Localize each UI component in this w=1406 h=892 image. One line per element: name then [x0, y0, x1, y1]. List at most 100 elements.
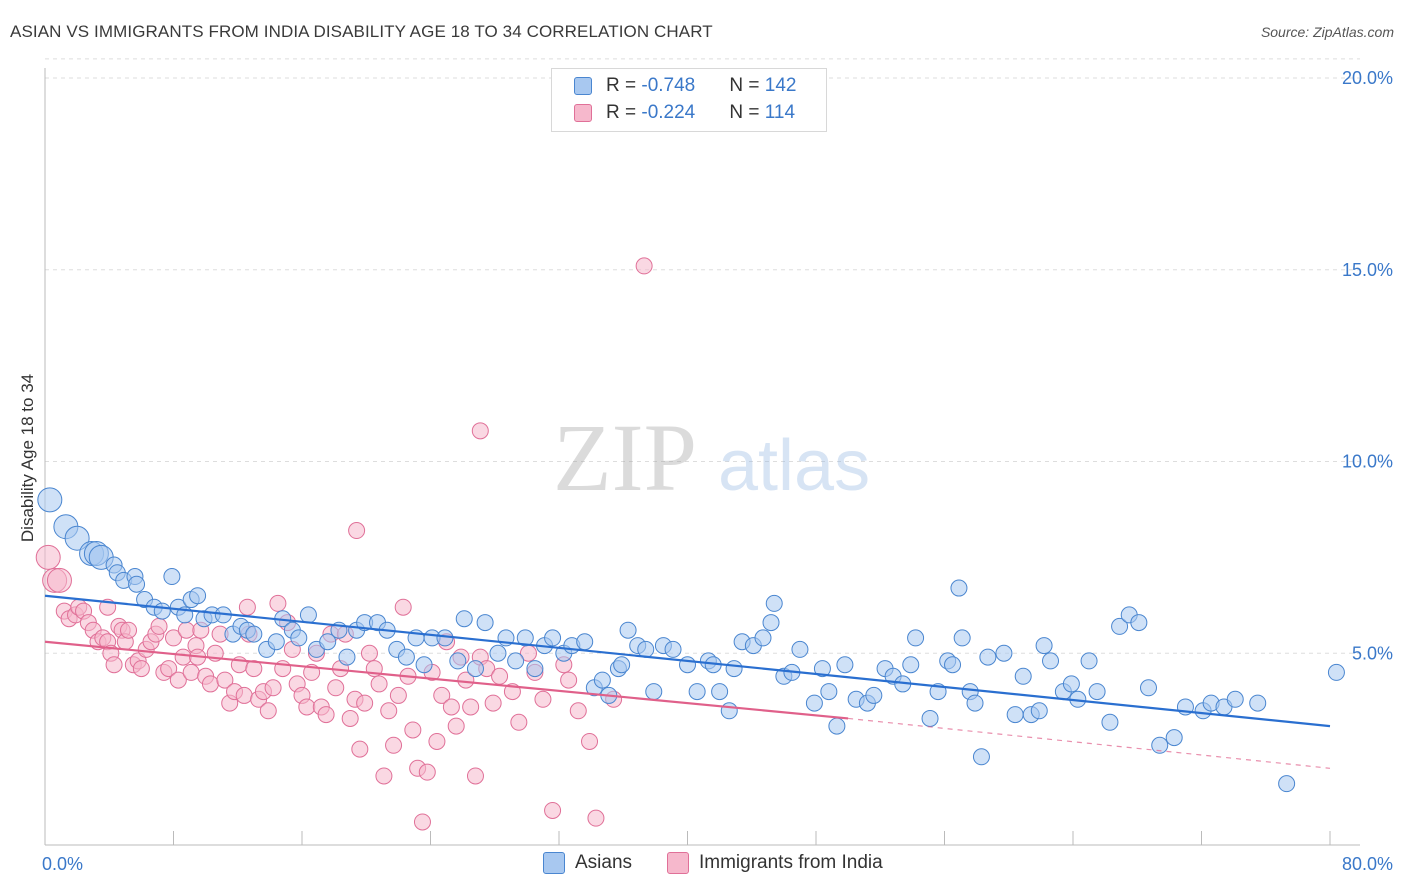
asian-point [1278, 775, 1296, 793]
india-trend-line [44, 640, 849, 720]
india-point [132, 660, 150, 678]
india-point [581, 732, 599, 750]
asian-point [290, 629, 308, 647]
asian-point [688, 683, 706, 701]
y-tick-label: 15.0% [1342, 260, 1393, 280]
asian-point [828, 717, 846, 735]
india-point [635, 257, 653, 275]
asian-point [1226, 690, 1244, 708]
asian-point [319, 633, 337, 651]
y-tick-label: 10.0% [1342, 452, 1393, 472]
grid-lines [45, 58, 1360, 654]
asian-point [921, 709, 939, 727]
asian-trend-line [44, 594, 1331, 728]
asian-point [950, 579, 968, 597]
asian-point [163, 568, 181, 586]
watermark-zip: ZIP [553, 404, 697, 511]
india-point [160, 660, 178, 678]
asian-point [338, 648, 356, 666]
bottom-legend-asians: Asians [543, 852, 632, 874]
y-axis-label: Disability Age 18 to 34 [18, 374, 37, 542]
asian-point [805, 694, 823, 712]
legend-row-india: R = -0.224 N = 114 [574, 100, 795, 126]
source-label: Source: ZipAtlas.com [1260, 24, 1394, 40]
asian-point [1006, 706, 1024, 724]
asian-point [836, 656, 854, 674]
india-point [394, 598, 412, 616]
asian-point [791, 640, 809, 658]
asian-point [1111, 617, 1129, 635]
india-point [569, 702, 587, 720]
x-tick-label: 0.0% [42, 854, 83, 874]
asian-point [813, 660, 831, 678]
watermark-atlas: atlas [718, 426, 870, 506]
asian-point [1327, 663, 1345, 681]
legend-swatch-asians [574, 77, 592, 95]
asian-point [1062, 675, 1080, 693]
india-point [177, 621, 195, 639]
asian-point [1042, 652, 1060, 670]
asian-point [299, 606, 317, 624]
india-point [471, 422, 489, 440]
asian-point [613, 656, 631, 674]
asian-point [820, 683, 838, 701]
asian-point [245, 625, 263, 643]
asian-points [37, 487, 1345, 793]
india-point [348, 522, 366, 540]
asian-point [449, 652, 467, 670]
asian-point [593, 671, 611, 689]
asian-point [720, 702, 738, 720]
india-point [380, 702, 398, 720]
india-point [120, 621, 138, 639]
asian-point [1030, 702, 1048, 720]
asian-point [476, 614, 494, 632]
india-point [466, 767, 484, 785]
india-point [235, 686, 253, 704]
bottom-legend-label-asians: Asians [575, 852, 633, 873]
india-point [351, 740, 369, 758]
legend-n-label: N = [729, 102, 765, 123]
asian-point [397, 648, 415, 666]
asian-point [865, 686, 883, 704]
asian-point [1139, 679, 1157, 697]
legend-n-value: 142 [764, 75, 797, 96]
india-point [298, 698, 316, 716]
legend: R = -0.748 N = 142 R = -0.224 N = 114 [551, 68, 827, 132]
asian-point [189, 587, 207, 605]
asian-point [489, 644, 507, 662]
asian-point [1130, 614, 1148, 632]
bottom-legend-india: Immigrants from India [667, 852, 883, 874]
india-point [447, 717, 465, 735]
asian-point [1088, 683, 1106, 701]
asian-point [1151, 736, 1169, 754]
india-point [360, 644, 378, 662]
india-point [587, 809, 605, 827]
bottom-legend-label-india: Immigrants from India [699, 852, 883, 873]
india-point [389, 686, 407, 704]
asian-point [1080, 652, 1098, 670]
india-point [35, 544, 61, 570]
axes [44, 68, 1360, 846]
asian-point [725, 660, 743, 678]
asian-point [664, 640, 682, 658]
y-tick-label: 20.0% [1342, 68, 1393, 88]
india-point [418, 763, 436, 781]
india-point [165, 629, 182, 647]
india-point [238, 598, 256, 616]
asian-point [466, 660, 484, 678]
india-point [182, 663, 200, 681]
india-point [259, 702, 277, 720]
asian-point [1165, 729, 1183, 747]
india-point [269, 594, 287, 612]
asian-point [972, 748, 990, 766]
india-point [428, 732, 446, 750]
asian-point [544, 629, 562, 647]
india-point [169, 671, 187, 689]
asian-point [267, 633, 285, 651]
asian-point [1101, 713, 1119, 731]
bottom-legend-swatch-asians [543, 852, 565, 874]
bottom-legend: Asians Immigrants from India [0, 852, 1406, 878]
watermark: ZIP atlas [553, 404, 870, 511]
asian-point [526, 660, 544, 678]
y-tick-label: 5.0% [1352, 643, 1393, 663]
